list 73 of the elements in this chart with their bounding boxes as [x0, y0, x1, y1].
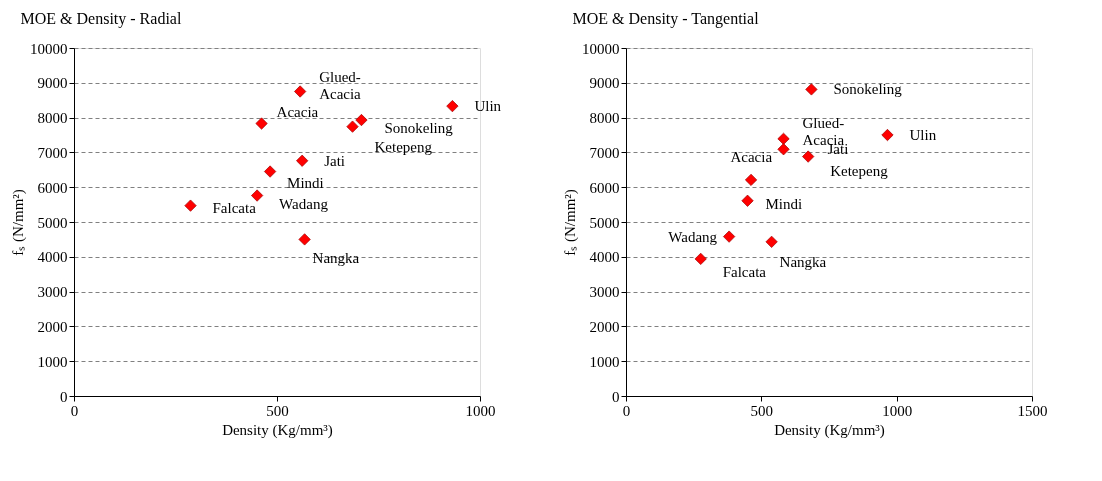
y-tick-label: 9000 [589, 75, 620, 92]
y-tick-label: 10000 [582, 40, 620, 57]
annotation: Acacia [276, 103, 319, 120]
y-tick-label: 2000 [37, 318, 68, 335]
annotation: Sonokeling [833, 81, 903, 98]
y-tick-label: 6000 [37, 179, 68, 196]
point [694, 252, 707, 265]
point [777, 143, 790, 156]
x-tick-label: 1500 [1017, 402, 1048, 419]
point [296, 154, 309, 167]
annotation: Ulin [909, 127, 937, 143]
y-tick-label: 7000 [37, 144, 68, 161]
y-axis-title: fₛ (N/mm²) [10, 189, 27, 256]
chart-title: MOE & Density - Tangential [572, 10, 760, 28]
point [346, 120, 359, 133]
point [355, 113, 368, 127]
y-tick-label: 7000 [589, 144, 620, 161]
y-tick-label: 5000 [589, 214, 620, 231]
point [745, 173, 758, 186]
annotation: Mindi [287, 174, 324, 191]
annotation: Mindi [765, 195, 803, 212]
annotation: Ketepeng [374, 138, 433, 155]
point [298, 233, 311, 246]
x-tick-label: 500 [266, 402, 289, 419]
x-tick-label: 0 [70, 402, 79, 419]
y-tick-label: 0 [60, 388, 68, 405]
annotation: Nangka [779, 253, 827, 270]
annotation: Falcata [722, 263, 767, 280]
annotation: Nangka [312, 250, 360, 267]
y-tick-label: 3000 [37, 284, 68, 301]
point [446, 100, 459, 113]
y-tick-label: 5000 [37, 214, 68, 231]
point [264, 165, 277, 178]
y-tick-label: 3000 [589, 284, 620, 301]
point [881, 128, 894, 142]
y-axis-title: fₛ (N/mm²) [562, 189, 579, 256]
x-tick-label: 1000 [465, 402, 496, 419]
y-tick-label: 1000 [589, 353, 620, 370]
point [184, 199, 197, 212]
chart-title: MOE & Density - Radial [20, 10, 182, 28]
y-tick-label: 4000 [37, 249, 68, 266]
y-tick-label: 0 [612, 388, 620, 405]
x-tick-label: 0 [622, 402, 631, 419]
annotation: Sonokeling [384, 120, 454, 137]
x-axis-title: Density (Kg/mm³) [774, 421, 885, 439]
annotation: Acacia [730, 148, 773, 165]
y-tick-label: 4000 [589, 249, 620, 266]
point [765, 235, 778, 248]
annotation: Wadang [279, 195, 329, 212]
annotation: Jati [324, 152, 346, 169]
y-tick-label: 6000 [589, 179, 620, 196]
y-tick-label: 8000 [589, 110, 620, 127]
y-tick-label: 1000 [37, 353, 68, 370]
point [255, 117, 268, 130]
point [723, 230, 736, 243]
y-tick-label: 2000 [589, 318, 620, 335]
x-tick-label: 500 [750, 402, 774, 419]
y-tick-label: 10000 [30, 40, 68, 57]
point [251, 189, 264, 202]
point [294, 85, 307, 98]
annotation: Glued-Acacia [319, 68, 362, 102]
point [802, 150, 815, 163]
point [805, 83, 818, 96]
annotation: Ketepeng [830, 162, 889, 179]
y-tick-label: 8000 [37, 110, 68, 127]
point [777, 132, 790, 145]
x-tick-label: 1000 [882, 402, 913, 419]
y-tick-label: 9000 [37, 75, 68, 92]
point [741, 194, 754, 207]
annotation: Wadang [668, 228, 718, 245]
x-axis-title: Density (Kg/mm³) [222, 421, 333, 439]
annotation: Ulin [474, 98, 502, 115]
annotation: Falcata [212, 199, 257, 216]
